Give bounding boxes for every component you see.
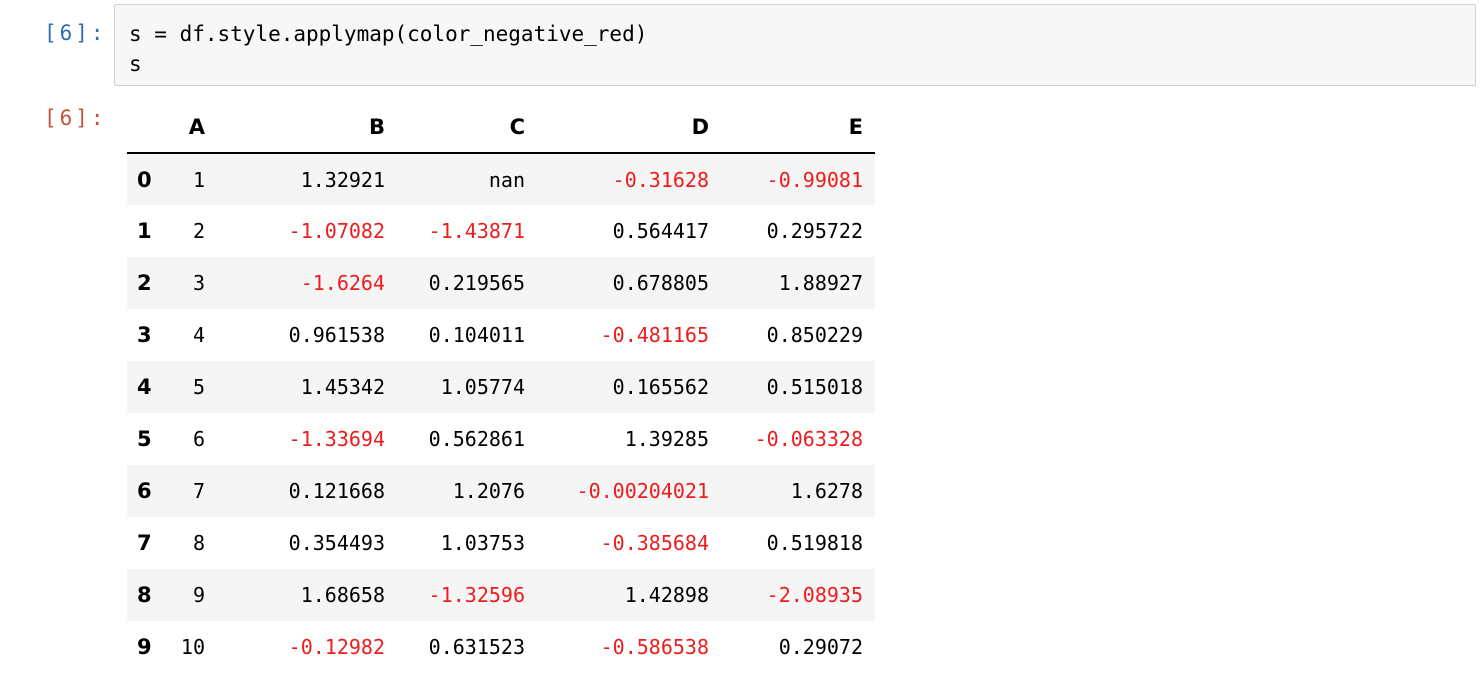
table-row: 6 7 0.121668 1.2076 -0.00204021 1.6278 bbox=[127, 465, 875, 517]
table-cell-b: -1.33694 bbox=[288, 427, 385, 451]
table-row: 2 3 -1.6264 0.219565 0.678805 1.88927 bbox=[127, 257, 875, 309]
table-cell-d: 0.564417 bbox=[612, 219, 709, 243]
table-cell-c: 0.631523 bbox=[428, 635, 525, 659]
table-cell-c: 1.2076 bbox=[452, 479, 525, 503]
row-index: 7 bbox=[137, 531, 152, 555]
table-cell-d: 0.678805 bbox=[612, 271, 709, 295]
row-index: 3 bbox=[137, 323, 152, 347]
column-header-a: A bbox=[167, 101, 217, 154]
table-cell-a: 4 bbox=[192, 323, 205, 347]
in-prompt: [6]: bbox=[44, 21, 107, 45]
column-header-d: D bbox=[537, 101, 721, 154]
table-row: 5 6 -1.33694 0.562861 1.39285 -0.063328 bbox=[127, 413, 875, 465]
row-index: 9 bbox=[137, 635, 152, 659]
table-cell-a: 10 bbox=[180, 635, 205, 659]
table-cell-e: 0.295722 bbox=[766, 219, 863, 243]
column-header-b: B bbox=[217, 101, 397, 154]
table-cell-b: -1.6264 bbox=[300, 271, 385, 295]
table-cell-d: 0.165562 bbox=[612, 375, 709, 399]
table-header-row: A B C D E bbox=[127, 101, 875, 154]
table-cell-c: 0.219565 bbox=[428, 271, 525, 295]
table-row: 3 4 0.961538 0.104011 -0.481165 0.850229 bbox=[127, 309, 875, 361]
table-cell-b: 0.121668 bbox=[288, 479, 385, 503]
table-cell-c: 1.03753 bbox=[440, 531, 525, 555]
table-cell-e: 0.519818 bbox=[766, 531, 863, 555]
table-cell-b: -1.07082 bbox=[288, 219, 385, 243]
table-cell-b: 0.961538 bbox=[288, 323, 385, 347]
row-index: 5 bbox=[137, 427, 152, 451]
row-index: 2 bbox=[137, 271, 152, 295]
table-cell-a: 5 bbox=[192, 375, 205, 399]
table-cell-d: 1.39285 bbox=[624, 427, 709, 451]
table-cell-e: 0.29072 bbox=[778, 635, 863, 659]
table-body: 0 1 1.32921 nan -0.31628 -0.99081 1 2 -1.07082 -1… bbox=[127, 153, 875, 673]
table-cell-e: 1.6278 bbox=[790, 479, 863, 503]
code-input-area[interactable]: s = df.style.applymap(color_negative_red… bbox=[114, 4, 1476, 86]
table-cell-e: 0.515018 bbox=[766, 375, 863, 399]
table-cell-c: 0.104011 bbox=[428, 323, 525, 347]
row-index: 8 bbox=[137, 583, 152, 607]
table-cell-c: nan bbox=[488, 167, 525, 192]
table-cell-c: 0.562861 bbox=[428, 427, 525, 451]
dataframe-output-table: A B C D E 0 1 1.32921 nan -0.31628 -0.99081 1 2… bbox=[127, 101, 875, 673]
row-index: 6 bbox=[137, 479, 152, 503]
row-index: 4 bbox=[137, 375, 152, 399]
table-cell-a: 7 bbox=[192, 479, 205, 503]
table-cell-e: -2.08935 bbox=[766, 583, 863, 607]
table-cell-e: 0.850229 bbox=[766, 323, 863, 347]
table-cell-a: 9 bbox=[192, 583, 205, 607]
row-index: 0 bbox=[137, 167, 152, 192]
row-index: 1 bbox=[137, 219, 152, 243]
table-cell-c: -1.32596 bbox=[428, 583, 525, 607]
table-cell-c: -1.43871 bbox=[428, 219, 525, 243]
table-cell-a: 8 bbox=[192, 531, 205, 555]
table-row: 7 8 0.354493 1.03753 -0.385684 0.519818 bbox=[127, 517, 875, 569]
code-line-1: s = df.style.applymap(color_negative_red… bbox=[129, 22, 648, 46]
table-cell-b: 1.68658 bbox=[300, 583, 385, 607]
table-cell-a: 2 bbox=[192, 219, 205, 243]
table-cell-a: 3 bbox=[192, 271, 205, 295]
table-cell-e: -0.063328 bbox=[754, 427, 863, 451]
table-cell-a: 1 bbox=[192, 167, 205, 192]
table-cell-c: 1.05774 bbox=[440, 375, 525, 399]
table-cell-d: -0.586538 bbox=[600, 635, 709, 659]
table-cell-e: -0.99081 bbox=[766, 167, 863, 192]
column-header-index bbox=[127, 101, 167, 154]
column-header-e: E bbox=[721, 101, 875, 154]
table-cell-d: -0.385684 bbox=[600, 531, 709, 555]
table-row: 9 10 -0.12982 0.631523 -0.586538 0.29072 bbox=[127, 621, 875, 673]
table-cell-a: 6 bbox=[192, 427, 205, 451]
table-cell-b: 1.45342 bbox=[300, 375, 385, 399]
table-cell-d: -0.31628 bbox=[612, 167, 709, 192]
table-cell-b: -0.12982 bbox=[288, 635, 385, 659]
table-cell-b: 0.354493 bbox=[288, 531, 385, 555]
table-row: 0 1 1.32921 nan -0.31628 -0.99081 bbox=[127, 153, 875, 205]
table-cell-b: 1.32921 bbox=[300, 167, 385, 192]
table-row: 1 2 -1.07082 -1.43871 0.564417 0.295722 bbox=[127, 205, 875, 257]
table-row: 4 5 1.45342 1.05774 0.165562 0.515018 bbox=[127, 361, 875, 413]
table-row: 8 9 1.68658 -1.32596 1.42898 -2.08935 bbox=[127, 569, 875, 621]
table-cell-d: -0.00204021 bbox=[576, 479, 709, 503]
code-line-2: s bbox=[129, 52, 142, 76]
table-cell-d: 1.42898 bbox=[624, 583, 709, 607]
table-cell-e: 1.88927 bbox=[778, 271, 863, 295]
table-cell-d: -0.481165 bbox=[600, 323, 709, 347]
column-header-c: C bbox=[397, 101, 537, 154]
out-prompt: [6]: bbox=[44, 106, 107, 130]
